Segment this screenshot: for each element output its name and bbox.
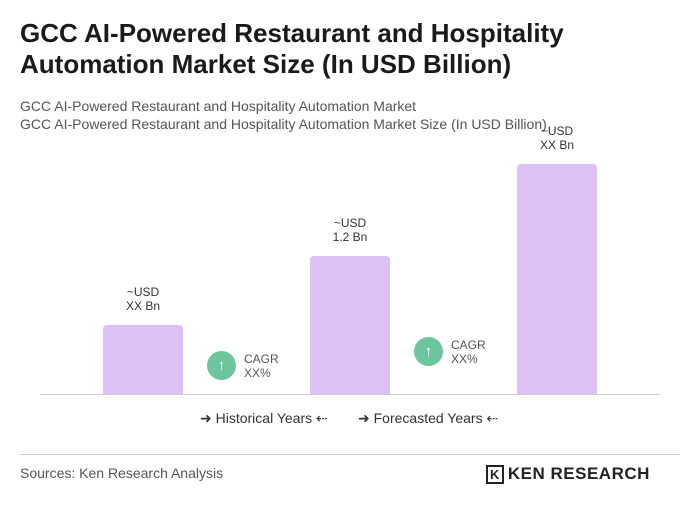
subtitle: GCC AI-Powered Restaurant and Hospitalit… [20,98,417,114]
legend-item: ➜ Historical Years ⇠ [200,410,328,426]
legend-text: Historical Years [215,410,313,426]
divider [20,454,680,455]
legend-text: Forecasted Years [373,410,483,426]
bar [310,256,390,394]
bar [517,164,597,394]
logo-text: KEN RESEARCH [507,464,650,483]
value-label: ~USD XX Bn [125,285,161,313]
logo: K KEN RESEARCH [486,464,650,484]
source: Sources: Ken Research Analysis [20,465,224,481]
value-label: ~USD XX Bn [539,124,575,152]
legend-item: ➜ Forecasted Years ⇠ [358,410,499,426]
bar [103,325,183,394]
baseline [40,394,660,395]
cagr-icon: ↑ [207,351,236,380]
chart-title: GCC AI-Powered Restaurant and Hospitalit… [20,18,564,79]
value-label: ~USD 1.2 Bn [332,216,368,244]
cagr-label: CAGR XX% [244,352,279,380]
cagr-icon: ↑ [414,337,443,366]
subtitle: GCC AI-Powered Restaurant and Hospitalit… [20,116,547,132]
cagr-label: CAGR XX% [451,338,486,366]
